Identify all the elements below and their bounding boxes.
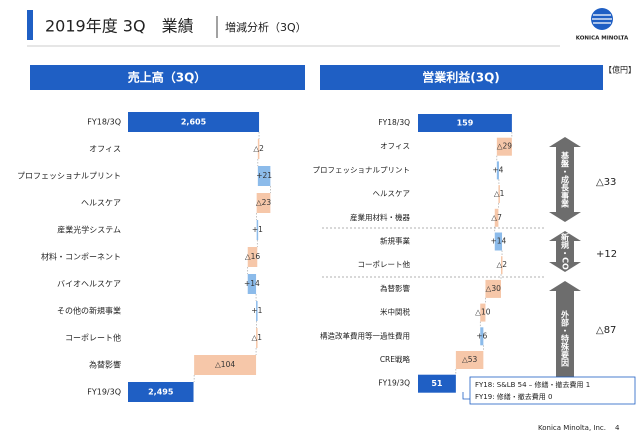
- category-label: 為替影響: [89, 360, 121, 370]
- bar: [455, 351, 484, 369]
- bar: [194, 355, 257, 375]
- bar: [496, 137, 512, 156]
- group-arrows: 基盤・成長事業 △33 新規・CO +12 外部・特殊要因 △87: [549, 137, 617, 396]
- bar: [494, 232, 503, 251]
- value-label: 2,495: [148, 388, 174, 397]
- value-label: △104: [215, 360, 235, 369]
- bar: [256, 220, 259, 240]
- page-number: 4: [615, 424, 620, 432]
- category-label: 構造改革費用等一過性費用: [320, 330, 410, 340]
- bar: [496, 161, 499, 180]
- bar: [418, 114, 512, 132]
- slide-title: 2019年度 3Q 業績: [45, 17, 194, 36]
- category-label: FY18/3Q: [87, 118, 121, 127]
- bar: [494, 208, 499, 227]
- value-label: +14: [244, 279, 260, 288]
- category-label: 新規事業: [380, 236, 410, 246]
- bar: [500, 256, 503, 275]
- group-value: △33: [596, 177, 616, 188]
- group-arrow: [549, 231, 581, 272]
- value-label: △1: [494, 189, 505, 198]
- value-label: △7: [491, 213, 502, 222]
- category-label: 産業光学システム: [57, 225, 121, 235]
- category-label: FY19/3Q: [378, 379, 410, 388]
- value-label: +1: [252, 225, 263, 234]
- category-label: プロフェッショナルプリント: [313, 165, 411, 174]
- bar: [256, 301, 258, 321]
- category-label: 為替影響: [380, 283, 410, 293]
- value-label: +21: [256, 171, 272, 180]
- logo-text: KONICA MINOLTA: [576, 36, 629, 42]
- slide-subtitle: 増減分析（3Q）: [225, 20, 307, 34]
- category-label: 材料・コンポーネント: [41, 252, 121, 262]
- category-label: FY19/3Q: [87, 388, 121, 397]
- bar: [256, 193, 271, 213]
- value-label: +1: [251, 306, 262, 315]
- bar: [257, 139, 260, 159]
- value-label: 2,605: [181, 118, 207, 127]
- bar: [498, 185, 500, 204]
- category-label: その他の新規事業: [57, 306, 121, 316]
- group-arrow: [549, 281, 581, 396]
- bar: [257, 166, 271, 186]
- footer-company: Konica Minolta, Inc.: [538, 424, 606, 432]
- bar: [256, 328, 258, 348]
- value-label: △2: [496, 260, 507, 269]
- value-label: △23: [256, 198, 272, 207]
- bar: [247, 274, 257, 294]
- unit-label: 【億円】: [604, 65, 636, 75]
- category-label: オフィス: [380, 142, 410, 151]
- group-value: +12: [596, 249, 617, 260]
- category-label: プロフェッショナルプリント: [17, 172, 121, 181]
- category-label: ヘルスケア: [81, 199, 121, 208]
- bar: [128, 382, 194, 402]
- title-accent: [27, 10, 33, 40]
- group-arrow: [549, 137, 581, 222]
- chart-title-banner: [320, 65, 603, 90]
- note-connector: [462, 392, 470, 400]
- group-label: 外部・特殊要因: [560, 310, 570, 368]
- category-label: 米中関税: [380, 307, 410, 317]
- value-label: △30: [486, 284, 502, 293]
- value-label: △10: [475, 308, 491, 317]
- note-box: [469, 376, 636, 405]
- value-label: +4: [492, 165, 503, 174]
- bar: [418, 374, 456, 393]
- value-label: △53: [462, 355, 478, 364]
- value-label: 159: [457, 119, 474, 128]
- value-label: +6: [476, 331, 487, 340]
- category-label: FY18/3Q: [378, 118, 410, 127]
- category-label: バイオヘルスケア: [57, 280, 121, 289]
- bar: [247, 247, 258, 267]
- chart-title: 売上高（3Q）: [128, 70, 207, 85]
- category-label: コーポレート他: [358, 259, 411, 269]
- bar: [480, 303, 486, 322]
- bar: [485, 279, 501, 298]
- note-line: FY19: 修繕・撤去費用 0: [475, 392, 552, 401]
- group-value: △87: [596, 325, 616, 336]
- group-label: 新規・CO: [561, 232, 570, 270]
- category-label: 産業用材料・機器: [350, 212, 410, 222]
- logo-lines: [592, 14, 612, 24]
- category-label: オフィス: [89, 145, 121, 154]
- value-label: △1: [252, 333, 263, 342]
- note-line: FY18: S&LB 54 – 修繕・撤去費用 1: [475, 380, 590, 389]
- value-label: △16: [245, 252, 261, 261]
- bar: [480, 327, 484, 346]
- bar: [128, 112, 260, 132]
- category-label: コーポレート他: [65, 333, 121, 343]
- value-label: 51: [431, 379, 443, 388]
- chart-title: 営業利益(3Q): [422, 70, 500, 85]
- value-label: +14: [490, 237, 506, 246]
- chart-title-banner: [30, 65, 305, 90]
- value-label: △29: [497, 142, 513, 151]
- category-label: CRE戦略: [380, 354, 411, 364]
- category-label: ヘルスケア: [373, 189, 411, 198]
- group-label: 基盤・成長事業: [560, 151, 570, 209]
- value-label: △2: [253, 144, 264, 153]
